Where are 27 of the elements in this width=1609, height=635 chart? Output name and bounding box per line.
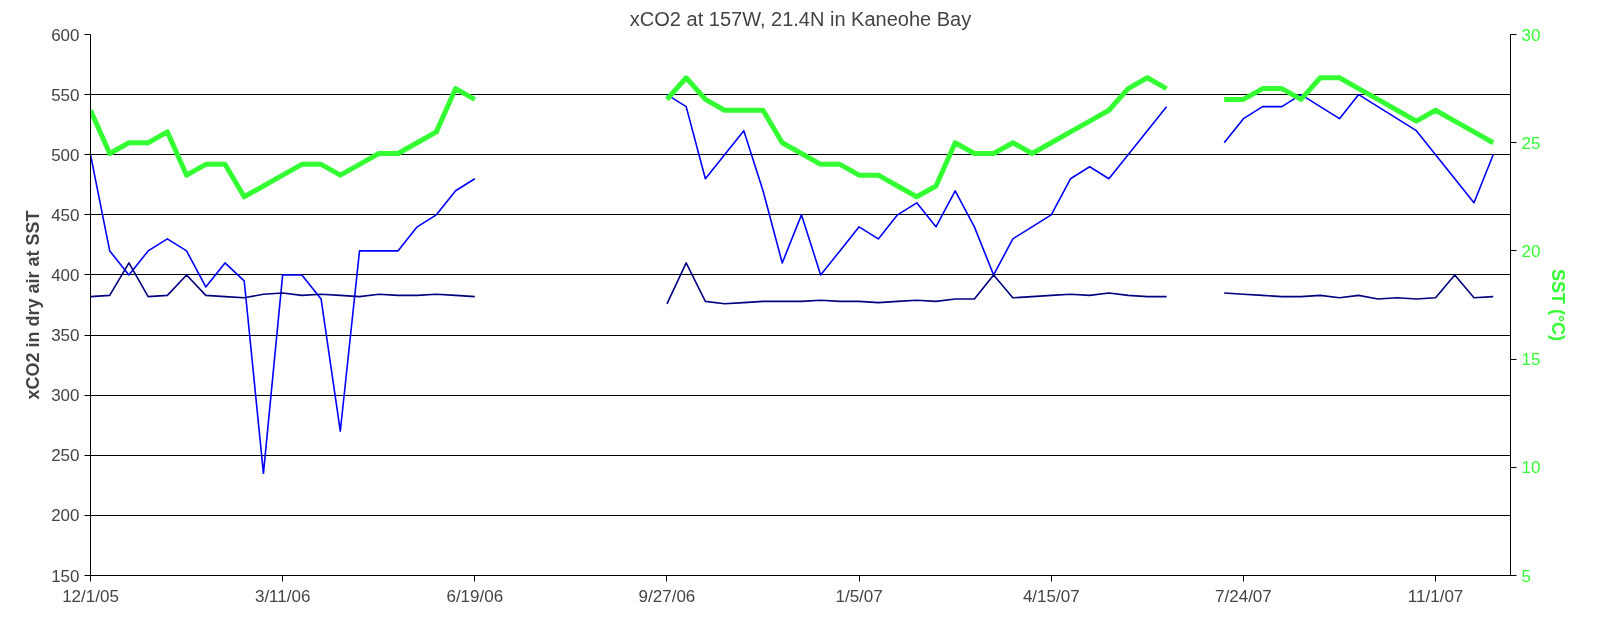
x-tick-label: 3/11/06 xyxy=(254,586,311,606)
y2-axis-title: SST (°C) xyxy=(1548,268,1569,342)
y2-tick-label: 25 xyxy=(1521,133,1541,153)
y2-tick-label: 10 xyxy=(1521,458,1541,478)
x-tick-label: 7/24/07 xyxy=(1215,586,1272,606)
y-tick-label: 550 xyxy=(51,85,80,105)
x-tick-label: 9/27/06 xyxy=(638,586,696,606)
x-tick-label: 11/1/07 xyxy=(1407,586,1464,606)
y2-tick-label: 30 xyxy=(1521,25,1541,45)
y-tick-label: 400 xyxy=(51,265,80,285)
y-tick-label: 150 xyxy=(51,566,80,586)
chart-title: xCO2 at 157W, 21.4N in Kaneohe Bay xyxy=(629,7,972,30)
y-tick-label: 350 xyxy=(51,326,80,346)
y2-tick-label: 20 xyxy=(1521,241,1541,261)
x-tick-label: 12/1/05 xyxy=(62,586,119,606)
x-tick-label: 6/19/06 xyxy=(446,586,504,606)
x-tick-label: 1/5/07 xyxy=(835,586,883,606)
y-tick-label: 450 xyxy=(51,205,80,225)
y2-tick-label: 15 xyxy=(1521,350,1541,370)
y-tick-label: 300 xyxy=(51,386,80,406)
y2-tick-label: 5 xyxy=(1521,566,1531,586)
y-tick-label: 600 xyxy=(51,25,80,45)
y-tick-label: 200 xyxy=(51,506,80,526)
y-tick-label: 500 xyxy=(51,145,80,165)
y-tick-label: 250 xyxy=(51,446,80,466)
x-tick-label: 4/15/07 xyxy=(1022,586,1080,606)
y-axis-title: xCO2 in dry air at SST xyxy=(23,210,44,400)
